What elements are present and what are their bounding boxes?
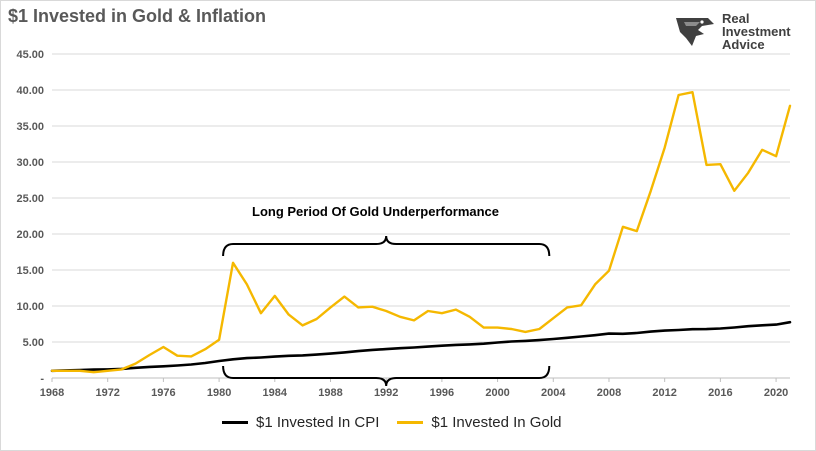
- legend-label-gold: $1 Invested In Gold: [431, 414, 562, 431]
- x-tick-label: 1968: [40, 387, 64, 399]
- y-tick-label: 20.00: [16, 229, 44, 241]
- y-tick-label: 35.00: [16, 121, 44, 133]
- y-tick-label: 10.00: [16, 301, 44, 313]
- series-line-gold: [50, 90, 792, 374]
- series-line-cpi: [50, 320, 792, 373]
- legend-swatch-gold: [397, 421, 424, 424]
- x-tick-label: 1972: [95, 387, 119, 399]
- legend-item-cpi: $1 Invested In CPI: [222, 414, 379, 431]
- eagle-logo-icon: [676, 18, 714, 46]
- x-tick-label: 2020: [764, 387, 788, 399]
- y-tick-label: 40.00: [16, 85, 44, 97]
- bracket-bottom: [222, 365, 551, 387]
- logo-line-1: Real: [722, 11, 750, 26]
- x-tick-label: 2000: [485, 387, 509, 399]
- legend-item-gold: $1 Invested In Gold: [397, 414, 562, 431]
- logo-line-3: Advice: [722, 37, 765, 52]
- x-tick-label: 1976: [151, 387, 175, 399]
- x-tick-label: 1996: [430, 387, 454, 399]
- legend-swatch-cpi: [222, 421, 248, 424]
- x-tick-label: 2012: [652, 387, 676, 399]
- y-tick-label: -: [40, 373, 44, 385]
- y-tick-label: 30.00: [16, 157, 44, 169]
- chart-title: $1 Invested in Gold & Inflation: [8, 6, 267, 26]
- brand-logo: Real Investment Advice: [672, 10, 812, 60]
- x-tick-label: 1980: [207, 387, 231, 399]
- x-tick-label: 2016: [708, 387, 732, 399]
- x-tick-label: 1984: [263, 387, 288, 399]
- logo-line-2: Investment: [722, 24, 791, 39]
- x-tick-label: 2004: [541, 387, 566, 399]
- x-tick-label: 2008: [597, 387, 621, 399]
- chart-legend: $1 Invested In CPI $1 Invested In Gold: [222, 414, 562, 431]
- x-tick-label: 1988: [318, 387, 342, 399]
- chart-annotation: Long Period Of Gold Underperformance: [252, 204, 500, 219]
- y-tick-label: 15.00: [16, 265, 44, 277]
- bracket-top: [222, 235, 551, 257]
- y-tick-label: 45.00: [16, 49, 44, 61]
- legend-label-cpi: $1 Invested In CPI: [256, 414, 380, 431]
- y-tick-label: 5.00: [23, 337, 44, 349]
- y-tick-label: 25.00: [16, 193, 44, 205]
- x-tick-label: 1992: [374, 387, 398, 399]
